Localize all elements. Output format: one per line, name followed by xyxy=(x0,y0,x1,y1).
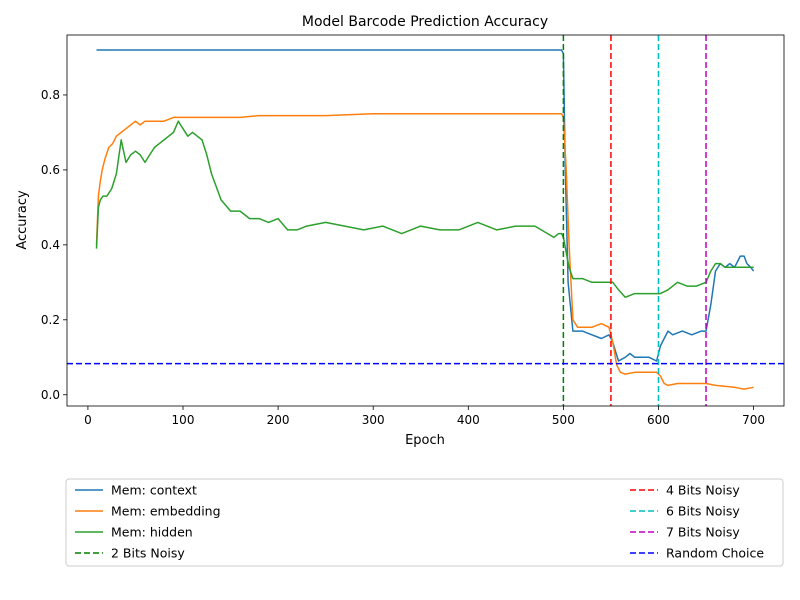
x-tick-label: 0 xyxy=(84,413,92,427)
x-tick-label: 200 xyxy=(267,413,290,427)
legend-item-7-bits-noisy: 7 Bits Noisy xyxy=(630,525,740,540)
y-tick-label: 0.0 xyxy=(41,388,60,402)
axis-ticks: 0 100 200 300 400 500 600 700 0.0 0.2 0.4 0.6 0.8 xyxy=(41,88,765,427)
x-tick-label: 700 xyxy=(742,413,765,427)
x-axis-label: Epoch xyxy=(405,433,445,448)
y-axis-label: Accuracy xyxy=(15,190,30,250)
legend-label: Mem: hidden xyxy=(111,525,193,540)
y-tick-label: 0.8 xyxy=(41,88,60,102)
legend: Mem: context Mem: embedding Mem: hidden 2 B… xyxy=(65,478,784,567)
x-tick-label: 600 xyxy=(647,413,670,427)
x-tick-label: 300 xyxy=(362,413,385,427)
legend-item-mem-context: Mem: context xyxy=(75,483,197,498)
legend-item-random-choice: Random Choice xyxy=(630,546,764,561)
x-tick-label: 100 xyxy=(172,413,195,427)
y-tick-label: 0.6 xyxy=(41,163,60,177)
legend-item-4-bits-noisy: 4 Bits Noisy xyxy=(630,483,740,498)
x-tick-label: 400 xyxy=(457,413,480,427)
legend-label: Mem: context xyxy=(111,483,197,498)
legend-label: 6 Bits Noisy xyxy=(666,504,740,519)
plot-area xyxy=(66,34,785,407)
series-line-mem-embedding xyxy=(95,112,754,390)
legend-item-mem-hidden: Mem: hidden xyxy=(75,525,193,540)
x-tick-label: 500 xyxy=(552,413,575,427)
legend-item-mem-embedding: Mem: embedding xyxy=(75,504,221,519)
legend-label: Random Choice xyxy=(666,546,764,561)
legend-label: 4 Bits Noisy xyxy=(666,483,740,498)
plot-frame xyxy=(66,34,785,407)
legend-label: 2 Bits Noisy xyxy=(111,546,185,561)
legend-item-6-bits-noisy: 6 Bits Noisy xyxy=(630,504,740,519)
legend-box xyxy=(65,478,784,567)
legend-label: 7 Bits Noisy xyxy=(666,525,740,540)
series-line-mem-hidden xyxy=(95,120,754,299)
chart-title: Model Barcode Prediction Accuracy xyxy=(302,14,548,30)
y-tick-label: 0.2 xyxy=(41,313,60,327)
series-line-mem-context xyxy=(96,49,755,362)
legend-label: Mem: embedding xyxy=(111,504,221,519)
y-tick-label: 0.4 xyxy=(41,238,60,252)
legend-item-2-bits-noisy: 2 Bits Noisy xyxy=(75,546,185,561)
